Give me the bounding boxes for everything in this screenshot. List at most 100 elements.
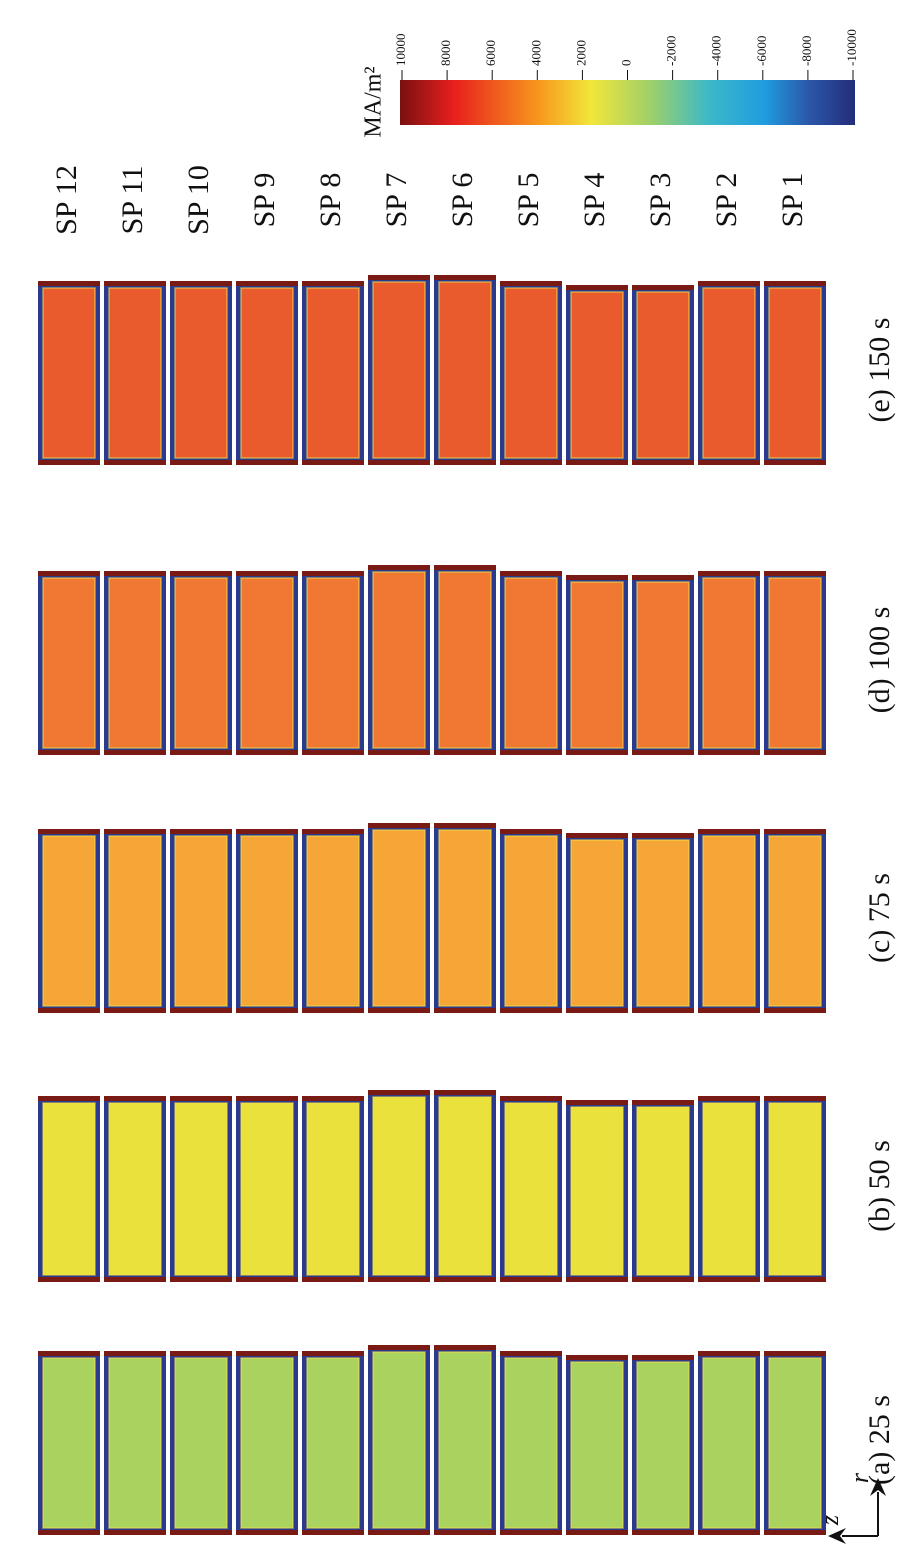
cell-edge bbox=[570, 291, 624, 459]
colorbar-tick-label: 0 bbox=[618, 60, 633, 67]
cell-edge bbox=[42, 287, 96, 459]
cell bbox=[439, 830, 491, 1006]
cell-top bbox=[170, 571, 232, 576]
cell-top bbox=[302, 281, 364, 286]
cell-edge bbox=[42, 1357, 96, 1529]
cell-bottom bbox=[698, 1530, 760, 1535]
cell bbox=[43, 578, 95, 748]
cell bbox=[637, 582, 689, 748]
cell bbox=[505, 288, 557, 458]
cell bbox=[505, 1103, 557, 1275]
row-label: (a) 25 s bbox=[863, 1395, 896, 1485]
cell-edge bbox=[702, 287, 756, 459]
cell bbox=[307, 288, 359, 458]
cell-bottom bbox=[38, 460, 100, 465]
cell bbox=[373, 830, 425, 1006]
cell bbox=[571, 292, 623, 458]
cell-top bbox=[566, 1355, 628, 1360]
cell-top bbox=[764, 571, 826, 576]
cell-edge bbox=[240, 287, 294, 459]
cell-edge bbox=[768, 1357, 822, 1529]
colorbar-tick-label: -4000 bbox=[709, 36, 724, 66]
axis-label: z bbox=[815, 1515, 844, 1526]
cell-edge bbox=[438, 1096, 492, 1276]
cell bbox=[703, 288, 755, 458]
cell-bottom bbox=[170, 1008, 232, 1013]
cell-bottom bbox=[104, 460, 166, 465]
cell-top bbox=[434, 275, 496, 280]
cell-top bbox=[170, 1351, 232, 1356]
cell-edge bbox=[768, 577, 822, 749]
colorbar-tick-label: 8000 bbox=[438, 40, 453, 66]
cell bbox=[571, 840, 623, 1006]
cell-bottom bbox=[434, 1277, 496, 1282]
cell bbox=[703, 836, 755, 1006]
cell-edge bbox=[768, 1102, 822, 1276]
cell-bottom bbox=[368, 750, 430, 755]
row-label: (c) 75 s bbox=[863, 873, 896, 963]
cell-edge bbox=[504, 577, 558, 749]
cell bbox=[439, 282, 491, 458]
cell-top bbox=[368, 1090, 430, 1095]
cell-top bbox=[236, 829, 298, 834]
cell-edge bbox=[174, 1102, 228, 1276]
cell-top bbox=[38, 829, 100, 834]
cell-edge bbox=[306, 835, 360, 1007]
cell bbox=[241, 1103, 293, 1275]
cell-edge bbox=[372, 1351, 426, 1529]
cell-top bbox=[302, 1351, 364, 1356]
cell bbox=[571, 582, 623, 748]
cell-edge bbox=[108, 287, 162, 459]
cell-edge bbox=[240, 1357, 294, 1529]
cell-edge bbox=[570, 1106, 624, 1276]
cell-bottom bbox=[698, 750, 760, 755]
cell-bottom bbox=[566, 1008, 628, 1013]
cell bbox=[571, 1107, 623, 1275]
cell bbox=[175, 1358, 227, 1528]
colorbar-tick-label: 4000 bbox=[528, 40, 543, 66]
row-label: (e) 150 s bbox=[863, 318, 896, 423]
cell-edge bbox=[636, 1361, 690, 1529]
cell bbox=[43, 1358, 95, 1528]
cell-bottom bbox=[170, 460, 232, 465]
cell bbox=[109, 1103, 161, 1275]
cell bbox=[769, 1358, 821, 1528]
cell-bottom bbox=[38, 1277, 100, 1282]
cell-top bbox=[302, 1096, 364, 1101]
cell-edge bbox=[702, 835, 756, 1007]
cell-edge bbox=[174, 835, 228, 1007]
cell-bottom bbox=[566, 1530, 628, 1535]
cell-top bbox=[236, 1351, 298, 1356]
cell-edge bbox=[108, 1102, 162, 1276]
cell-bottom bbox=[170, 1530, 232, 1535]
cell-bottom bbox=[500, 1530, 562, 1535]
cell-top bbox=[236, 1096, 298, 1101]
cell-bottom bbox=[368, 1008, 430, 1013]
column-label: SP 5 bbox=[512, 173, 545, 228]
cell bbox=[109, 836, 161, 1006]
cell bbox=[505, 578, 557, 748]
cell-bottom bbox=[764, 1008, 826, 1013]
cell bbox=[109, 288, 161, 458]
column-label: SP 2 bbox=[710, 173, 743, 228]
cell bbox=[241, 288, 293, 458]
cell-top bbox=[236, 281, 298, 286]
cell-top bbox=[368, 823, 430, 828]
cell bbox=[307, 1103, 359, 1275]
cell bbox=[241, 836, 293, 1006]
cell bbox=[241, 578, 293, 748]
cell-bottom bbox=[566, 750, 628, 755]
cell bbox=[175, 836, 227, 1006]
cell bbox=[505, 836, 557, 1006]
cell bbox=[571, 1362, 623, 1528]
cell bbox=[769, 1103, 821, 1275]
cell-bottom bbox=[566, 460, 628, 465]
cell-bottom bbox=[698, 460, 760, 465]
cell-top bbox=[302, 571, 364, 576]
cell-edge bbox=[438, 829, 492, 1007]
column-label: SP 12 bbox=[50, 165, 83, 235]
cell-bottom bbox=[500, 750, 562, 755]
cell-bottom bbox=[236, 1530, 298, 1535]
cell-top bbox=[566, 833, 628, 838]
